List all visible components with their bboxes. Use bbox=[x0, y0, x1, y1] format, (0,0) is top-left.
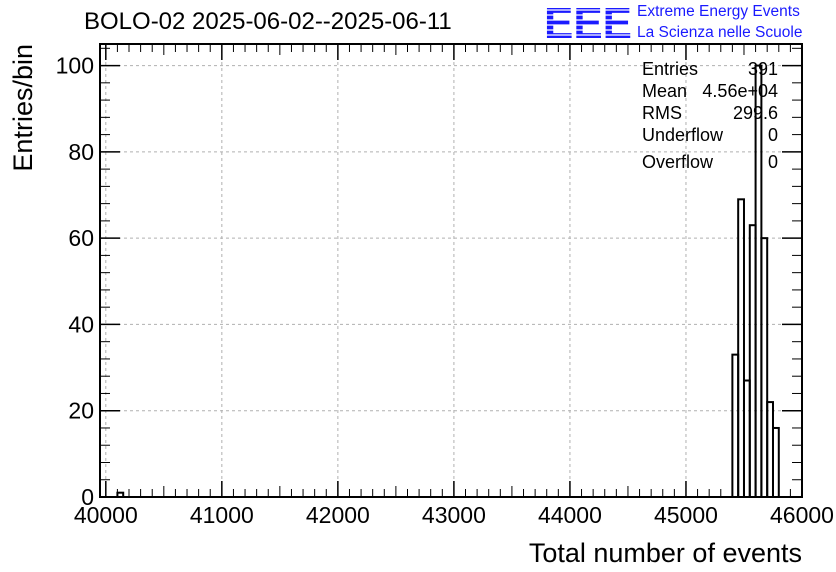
y-tick-label: 80 bbox=[68, 139, 94, 165]
stats-label-mean: Mean bbox=[642, 81, 687, 101]
stats-box: Entries 391 Mean 4.56e+04 RMS 299.6 Underflow 0… bbox=[642, 59, 778, 172]
x-tick-label: 44000 bbox=[538, 502, 602, 528]
x-tick-label: 41000 bbox=[190, 502, 254, 528]
stats-label-overflow: Overflow bbox=[642, 152, 714, 172]
logo-letters: EEE bbox=[544, 0, 632, 44]
stats-value-overflow: 0 bbox=[768, 152, 778, 172]
y-tick-label: 60 bbox=[68, 225, 94, 251]
stats-value-entries: 391 bbox=[748, 59, 778, 79]
x-tick-label: 42000 bbox=[306, 502, 370, 528]
x-tick-label: 40000 bbox=[74, 502, 138, 528]
histogram-bar bbox=[771, 426, 780, 499]
stats-value-underflow: 0 bbox=[768, 125, 778, 145]
x-tick-label: 46000 bbox=[770, 502, 834, 528]
tick-labels: 40000 41000 42000 43000 44000 45000 46000 0 20 40… bbox=[56, 53, 834, 528]
stats-label-entries: Entries bbox=[642, 59, 698, 79]
chart-title: BOLO-02 2025-06-02--2025-06-11 bbox=[84, 8, 452, 35]
plot-frame bbox=[99, 43, 803, 498]
y-tick-label: 20 bbox=[68, 398, 94, 424]
y-tick-label: 40 bbox=[68, 311, 94, 337]
stats-value-rms: 299.6 bbox=[733, 103, 778, 123]
eee-logo-icon: EEE bbox=[542, 0, 634, 44]
x-tick-label: 43000 bbox=[422, 502, 486, 528]
stats-value-mean: 4.56e+04 bbox=[702, 81, 778, 101]
stats-label-underflow: Underflow bbox=[642, 125, 724, 145]
x-tick-label: 45000 bbox=[654, 502, 718, 528]
x-axis-label: Total number of events bbox=[529, 538, 802, 568]
y-axis-label: Entries/bin bbox=[8, 44, 38, 172]
axis-ticks bbox=[100, 44, 803, 498]
logo-line-1: Extreme Energy Events bbox=[637, 3, 800, 20]
grid-lines bbox=[100, 44, 803, 497]
y-tick-label: 100 bbox=[56, 53, 94, 79]
stats-label-rms: RMS bbox=[642, 103, 682, 123]
y-tick-label: 0 bbox=[81, 484, 94, 510]
logo-line-2: La Scienza nelle Scuole bbox=[637, 24, 803, 41]
